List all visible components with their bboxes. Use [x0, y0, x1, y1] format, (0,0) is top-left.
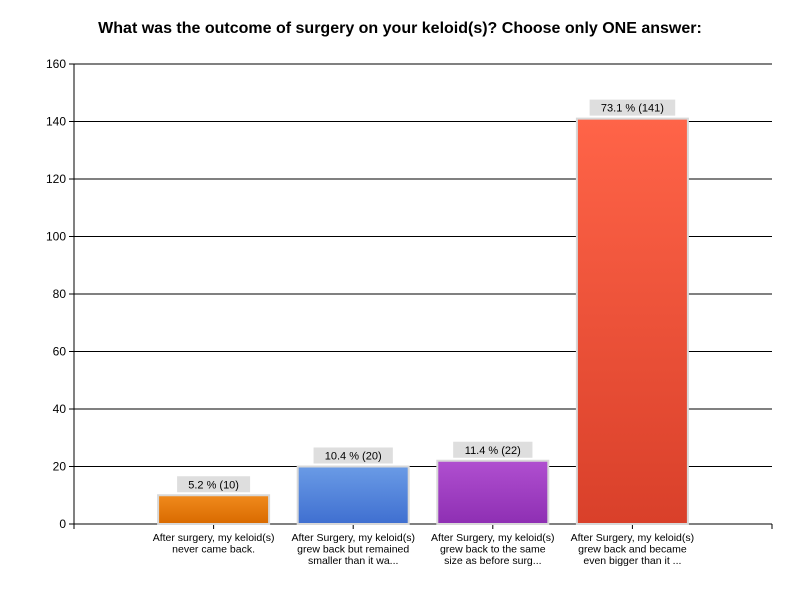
- data-label: 5.2 % (10): [188, 479, 239, 491]
- y-tick-label: 0: [59, 517, 66, 531]
- bar: [575, 117, 689, 525]
- y-tick-label: 100: [46, 230, 66, 244]
- data-label-box: [313, 447, 393, 464]
- data-label: 11.4 % (22): [465, 445, 521, 457]
- bars: [157, 117, 689, 525]
- chart-title: What was the outcome of surgery on your …: [98, 20, 702, 37]
- y-tick-label: 20: [53, 460, 67, 474]
- y-tick-label: 160: [46, 57, 66, 71]
- data-label-box: [453, 441, 533, 458]
- data-label: 10.4 % (20): [325, 451, 382, 463]
- category-label: After surgery, my keloid(s) never came ba…: [153, 532, 275, 556]
- data-label: 73.1 % (141): [601, 103, 664, 115]
- data-label-box: [177, 476, 251, 493]
- category-label: After Surgery, my keloid(s) grew back and…: [571, 532, 695, 567]
- y-tick-label: 40: [53, 402, 67, 416]
- bar: [296, 465, 410, 525]
- category-label: After Surgery, my keloid(s) grew back to …: [431, 532, 555, 567]
- category-label: After Surgery, my keloid(s) grew back but…: [291, 532, 415, 567]
- gridlines: [74, 63, 772, 525]
- data-labels: 5.2 % (10) 10.4 % (20) 11.4 % (22) 73.1 % (…: [177, 99, 676, 493]
- y-tick-label: 80: [53, 287, 67, 301]
- y-tick-label: 60: [53, 345, 67, 359]
- data-label-box: [589, 99, 676, 116]
- y-tick-label: 120: [46, 172, 66, 186]
- category-labels: After surgery, my keloid(s) never came ba…: [153, 532, 694, 567]
- bar: [157, 494, 271, 525]
- y-tick-label: 140: [46, 115, 66, 129]
- bar: [436, 459, 550, 525]
